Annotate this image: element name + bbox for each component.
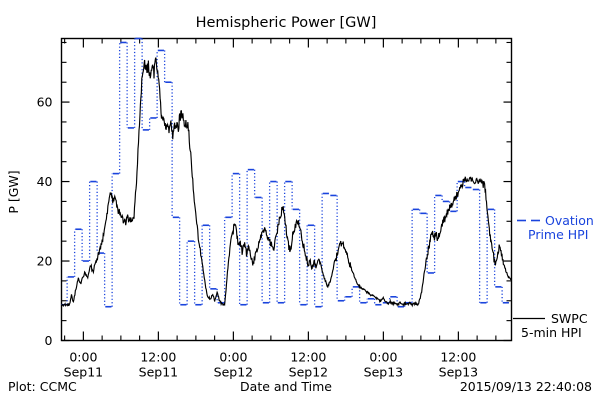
x-tick-time-1: 12:00 (140, 350, 176, 365)
swpc-5min-hpi-series (61, 57, 512, 308)
x-axis-label: Date and Time (240, 379, 332, 394)
y-axis-ticks: 0 20 40 60 (37, 41, 512, 348)
x-tick-date-0: Sep11 (64, 365, 103, 380)
x-tick-date-4: Sep13 (364, 365, 403, 380)
x-tick-time-0: 0:00 (69, 350, 97, 365)
plot-credit: Plot: CCMC (8, 379, 77, 394)
legend-swpc: SWPC 5-min HPI (513, 311, 588, 340)
y-tick-label-60: 60 (37, 95, 53, 110)
y-tick-label-20: 20 (37, 254, 53, 269)
plot-frame (60, 37, 513, 342)
x-tick-date-5: Sep13 (439, 365, 478, 380)
legend-swpc-line2: 5-min HPI (521, 325, 582, 340)
y-axis-label: P [GW] (6, 170, 21, 213)
legend-ovation-line1: Ovation (545, 213, 594, 228)
x-tick-date-2: Sep12 (214, 365, 253, 380)
x-tick-date-1: Sep11 (139, 365, 178, 380)
generation-timestamp: 2015/09/13 22:40:08 (460, 379, 592, 394)
x-tick-time-4: 0:00 (369, 350, 397, 365)
x-tick-time-2: 0:00 (219, 350, 247, 365)
x-tick-time-3: 12:00 (290, 350, 326, 365)
legend-ovation-line2: Prime HPI (528, 227, 588, 242)
legend-ovation: Ovation Prime HPI (517, 213, 594, 242)
legend-swpc-line1: SWPC (551, 311, 588, 326)
x-tick-date-3: Sep12 (289, 365, 328, 380)
x-tick-time-5: 12:00 (440, 350, 476, 365)
y-tick-label-0: 0 (45, 333, 53, 348)
ovation-series-connectors (66, 38, 503, 307)
x-axis-ticks: 0:00Sep1112:00Sep110:00Sep1212:00Sep120:… (64, 38, 497, 380)
chart-title: Hemispheric Power [GW] (196, 15, 377, 31)
ovation-prime-hpi-series (61, 37, 509, 308)
y-tick-label-40: 40 (37, 174, 53, 189)
